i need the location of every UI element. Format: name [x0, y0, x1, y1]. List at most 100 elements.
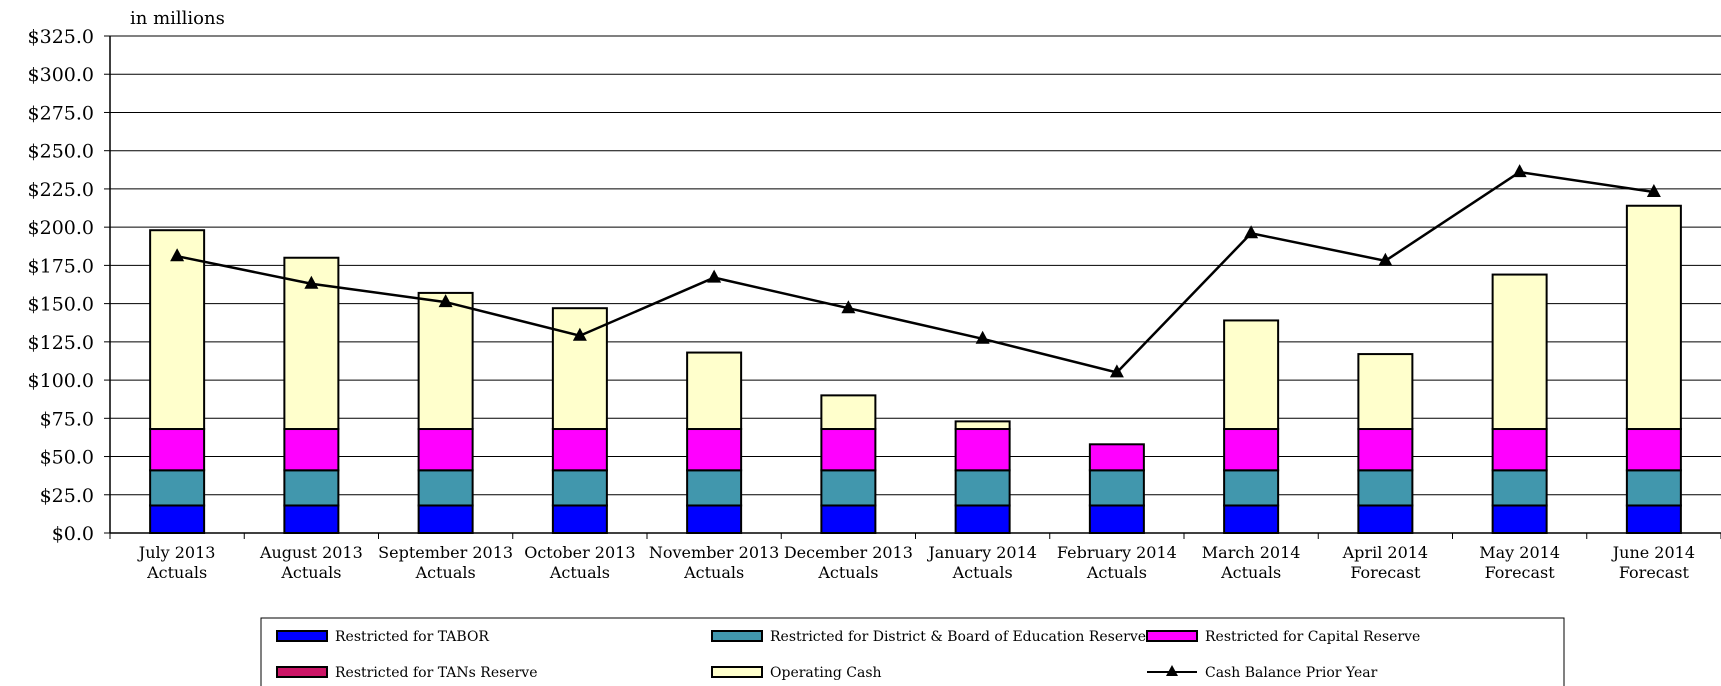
legend-marker-swatch: [1166, 665, 1178, 676]
bar-segment: [283, 428, 340, 472]
x-tick-label-line: February 2014: [1057, 543, 1177, 562]
y-tick-label: $150.0: [28, 294, 94, 316]
bar-segment: [954, 420, 1011, 431]
line-point-marker: [975, 330, 990, 344]
x-tick-label-line: Forecast: [1350, 563, 1421, 582]
bar-segment: [149, 469, 206, 507]
x-tick-label-line: August 2013: [259, 543, 363, 562]
x-tick-label: August 2013 Actuals: [259, 543, 363, 582]
y-tick-label: $200.0: [28, 217, 94, 239]
legend-swatch: [276, 666, 328, 678]
bar-segment: [1491, 469, 1548, 507]
bar-segment: [1088, 504, 1145, 534]
bar-segment: [1357, 469, 1414, 507]
bar-segment: [551, 469, 608, 507]
bar-segment: [1223, 469, 1280, 507]
legend-label: Restricted for District & Board of Educa…: [770, 629, 1146, 645]
bar-segment: [1088, 469, 1145, 507]
x-tick-label: January 2014 Actuals: [926, 543, 1037, 582]
bar-segment: [417, 504, 474, 534]
bar-segment: [686, 428, 743, 472]
x-tick-label-line: Actuals: [549, 563, 610, 582]
bar-segment: [149, 229, 206, 431]
y-tick-label: $175.0: [28, 255, 94, 277]
legend: Restricted for TABOR Restricted for Distr…: [260, 617, 1565, 686]
y-tick-label: $325.0: [28, 26, 94, 48]
unit-label: in millions: [130, 8, 225, 29]
x-tick-label-line: July 2013: [137, 543, 216, 562]
x-tick-label: December 2013 Actuals: [784, 543, 913, 582]
bar-segment: [1625, 504, 1682, 534]
bar-segment: [1357, 353, 1414, 431]
bar-segment: [1491, 504, 1548, 534]
legend-label: Restricted for TANs Reserve: [335, 665, 537, 681]
bar-stacks: [149, 204, 1682, 534]
x-tick-label: October 2013 Actuals: [524, 543, 635, 582]
x-tick-label-line: May 2014: [1479, 543, 1560, 562]
x-tick-label-line: Actuals: [1220, 563, 1281, 582]
bar-segment: [1625, 204, 1682, 431]
legend-label: Restricted for TABOR: [335, 629, 489, 645]
bar-segment: [820, 469, 877, 507]
bar-segment: [551, 504, 608, 534]
y-tick-label: $50.0: [40, 447, 94, 469]
bar-segment: [954, 469, 1011, 507]
line-point-marker: [1109, 364, 1124, 378]
bar-segment: [1357, 504, 1414, 534]
x-tick-label: November 2013 Actuals: [649, 543, 779, 582]
prior-year-line: [170, 164, 1661, 378]
line-point-marker: [707, 269, 722, 283]
x-tick-label-line: Actuals: [146, 563, 207, 582]
line-point-marker: [170, 248, 185, 262]
x-tick-label-line: Actuals: [415, 563, 476, 582]
bar-segment: [417, 291, 474, 431]
x-tick-label-line: Actuals: [683, 563, 744, 582]
x-tick-label-line: Actuals: [1086, 563, 1147, 582]
bar-segment: [283, 469, 340, 507]
bar-segment: [1625, 469, 1682, 507]
y-tick-label: $75.0: [40, 408, 94, 430]
x-tick-label-line: Forecast: [1485, 563, 1556, 582]
bar-segment: [954, 504, 1011, 534]
x-tick-label: May 2014 Forecast: [1479, 543, 1560, 582]
line-point-marker: [438, 294, 453, 308]
bar-segment: [417, 428, 474, 472]
y-tick-label: $300.0: [28, 64, 94, 86]
x-tick-label-line: Actuals: [952, 563, 1013, 582]
bar-segment: [1088, 443, 1145, 472]
line-point-marker: [572, 327, 587, 341]
y-tick-label: $275.0: [28, 102, 94, 124]
legend-swatch: [711, 630, 763, 642]
bar-segment: [820, 504, 877, 534]
bar-segment: [686, 504, 743, 534]
bar-segment: [820, 394, 877, 431]
x-tick-label-line: January 2014: [926, 543, 1037, 562]
bar-segment: [686, 469, 743, 507]
y-tick-label: $250.0: [28, 141, 94, 163]
x-tick-label-line: November 2013: [649, 543, 779, 562]
x-tick-label-line: Forecast: [1619, 563, 1690, 582]
bar-segment: [954, 428, 1011, 472]
x-tick-label-line: October 2013: [524, 543, 635, 562]
x-tick-label: March 2014 Actuals: [1202, 543, 1301, 582]
x-tick-label-line: December 2013: [784, 543, 913, 562]
bar-segment: [1491, 428, 1548, 472]
x-tick-label-line: September 2013: [378, 543, 513, 562]
y-tick-label: $0.0: [52, 523, 94, 545]
bar-segment: [820, 428, 877, 472]
legend-swatch: [276, 630, 328, 642]
y-tick-label: $100.0: [28, 370, 94, 392]
line-point-marker: [841, 300, 856, 314]
gridlines: [110, 35, 1721, 496]
line-point-marker: [1646, 183, 1661, 197]
x-tick-label-line: Actuals: [280, 563, 341, 582]
axes: [104, 35, 1721, 539]
legend-label: Restricted for Capital Reserve: [1205, 629, 1420, 645]
x-tick-label: April 2014 Forecast: [1342, 543, 1428, 582]
x-tick-label: June 2014 Forecast: [1611, 543, 1695, 582]
bar-segment: [417, 469, 474, 507]
bar-segment: [686, 351, 743, 431]
bar-segment: [1491, 273, 1548, 431]
